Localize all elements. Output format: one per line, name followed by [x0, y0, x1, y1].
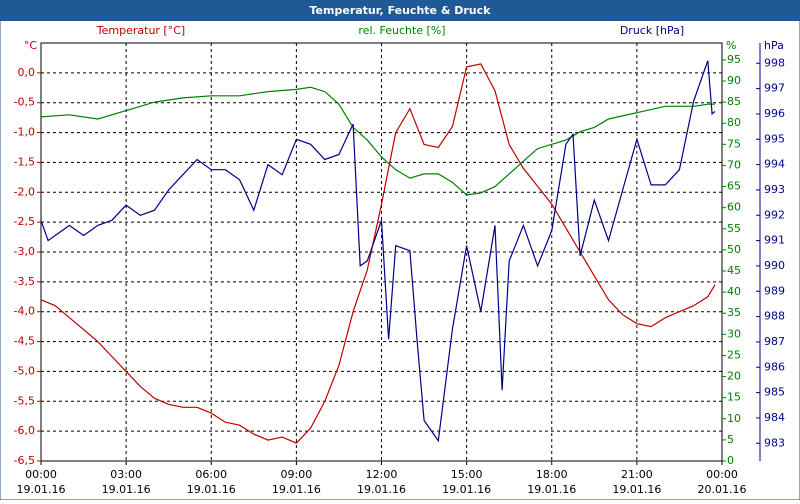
- x-tick-date: 19.01.16: [187, 483, 236, 496]
- y-tick-label: -6,5: [14, 454, 35, 467]
- y3-tick-label: 989: [764, 284, 785, 297]
- y2-tick-label: 75: [727, 137, 741, 150]
- y2-tick-label: 40: [727, 285, 741, 298]
- y2-tick-label: 50: [727, 243, 741, 256]
- y-tick-label: -6,0: [14, 424, 35, 437]
- y3-tick-label: 983: [764, 436, 785, 449]
- y-tick-label: -3,5: [14, 275, 35, 288]
- x-tick-date: 19.01.16: [612, 483, 661, 496]
- y-tick-label: -2,0: [14, 185, 35, 198]
- y3-tick-label: 985: [764, 386, 785, 399]
- chart-title: Temperatur, Feuchte & Druck: [310, 4, 492, 17]
- x-tick-label: 00:00: [25, 468, 57, 481]
- y3-tick-label: 992: [764, 208, 785, 221]
- y3-tick-label: 990: [764, 259, 785, 272]
- y-tick-label: -4,5: [14, 335, 35, 348]
- x-tick-date: 19.01.16: [442, 483, 491, 496]
- y3-tick-label: 995: [764, 132, 785, 145]
- y-tick-label: -1,5: [14, 155, 35, 168]
- x-tick-label: 03:00: [110, 468, 142, 481]
- x-tick-date: 19.01.16: [17, 483, 66, 496]
- x-tick-label: 21:00: [621, 468, 653, 481]
- series-line: [40, 60, 716, 443]
- series-line: [40, 86, 715, 196]
- y-unit: °C: [24, 39, 38, 52]
- x-tick-date: 19.01.16: [102, 483, 151, 496]
- legend-label: Druck [hPa]: [620, 24, 684, 37]
- y-tick-label: 0,0: [18, 66, 36, 79]
- y2-tick-label: 45: [727, 264, 741, 277]
- y2-tick-label: 25: [727, 348, 741, 361]
- y2-tick-label: 95: [727, 53, 741, 66]
- y-tick-label: -5,5: [14, 394, 35, 407]
- x-tick-label: 18:00: [536, 468, 568, 481]
- y3-unit: hPa: [764, 39, 784, 52]
- y2-tick-label: 80: [727, 116, 741, 129]
- title-bar: [0, 0, 800, 21]
- y-tick-label: -4,0: [14, 305, 35, 318]
- y3-tick-label: 997: [764, 82, 785, 95]
- y3-tick-label: 991: [764, 234, 785, 247]
- x-tick-date: 19.01.16: [527, 483, 576, 496]
- y3-tick-label: 994: [764, 158, 785, 171]
- x-tick-date: 19.01.16: [272, 483, 321, 496]
- x-tick-date: 20.01.16: [698, 483, 747, 496]
- x-tick-label: 00:00: [706, 468, 738, 481]
- x-tick-label: 12:00: [366, 468, 398, 481]
- y2-tick-label: 70: [727, 158, 741, 171]
- y-tick-label: -3,0: [14, 245, 35, 258]
- y2-tick-label: 55: [727, 222, 741, 235]
- y3-tick-label: 988: [764, 310, 785, 323]
- y2-tick-label: 35: [727, 306, 741, 319]
- y3-tick-label: 984: [764, 411, 785, 424]
- y2-tick-label: 30: [727, 327, 741, 340]
- y-tick-label: -2,5: [14, 215, 35, 228]
- y2-tick-label: 85: [727, 95, 741, 108]
- y2-tick-label: 60: [727, 201, 741, 214]
- y2-tick-label: 5: [727, 433, 734, 446]
- y2-tick-label: 10: [727, 412, 741, 425]
- x-tick-label: 09:00: [281, 468, 313, 481]
- y2-unit: %: [726, 39, 736, 52]
- y2-tick-label: 65: [727, 180, 741, 193]
- x-tick-label: 06:00: [195, 468, 227, 481]
- x-tick-label: 15:00: [451, 468, 483, 481]
- y-tick-label: -0,5: [14, 96, 35, 109]
- y3-tick-label: 998: [764, 56, 785, 69]
- y3-tick-label: 987: [764, 335, 785, 348]
- legend-label: rel. Feuchte [%]: [358, 24, 445, 37]
- y2-tick-label: 0: [727, 454, 734, 467]
- y2-tick-label: 20: [727, 370, 741, 383]
- x-tick-date: 19.01.16: [357, 483, 406, 496]
- y3-tick-label: 986: [764, 360, 785, 373]
- y2-tick-label: 90: [727, 74, 741, 87]
- y3-tick-label: 993: [764, 183, 785, 196]
- legend-label: Temperatur [°C]: [96, 24, 185, 37]
- y2-tick-label: 15: [727, 391, 741, 404]
- series-line: [40, 63, 716, 444]
- y-tick-label: -5,0: [14, 364, 35, 377]
- y3-tick-label: 996: [764, 107, 785, 120]
- y-tick-label: -1,0: [14, 126, 35, 139]
